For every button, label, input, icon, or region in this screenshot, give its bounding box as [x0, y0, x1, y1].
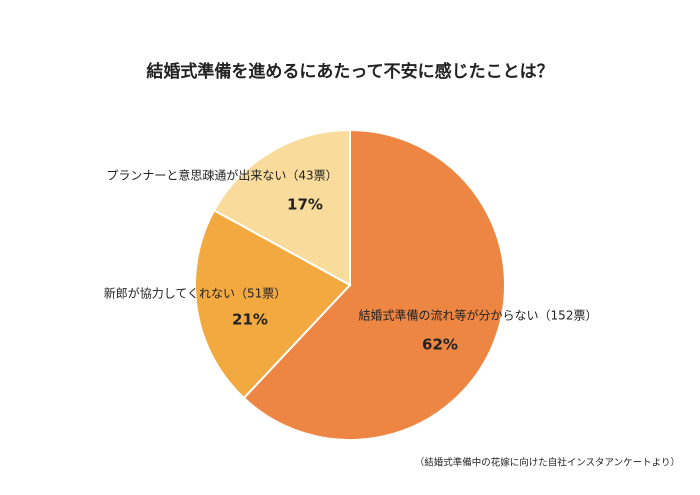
slice-label: 結婚式準備の流れ等が分からない（152票） [359, 308, 598, 323]
slice-label: プランナーと意思疎通が出来ない（43票） [106, 168, 337, 183]
slice-value-label: 62% [422, 336, 458, 354]
chart-title: 結婚式準備を進めるにあたって不安に感じたことは？ [146, 61, 553, 82]
pie-slice [212, 128, 351, 287]
pie-slice [242, 128, 506, 441]
pie-slice [194, 208, 352, 400]
source-note: （結婚式準備中の花嫁に向けた自社インスタアンケートより） [415, 457, 680, 469]
slice-label: 新郎が協力してくれない（51票） [104, 286, 287, 301]
slice-value-label: 17% [287, 196, 323, 214]
slice-value-label: 21% [232, 311, 268, 329]
